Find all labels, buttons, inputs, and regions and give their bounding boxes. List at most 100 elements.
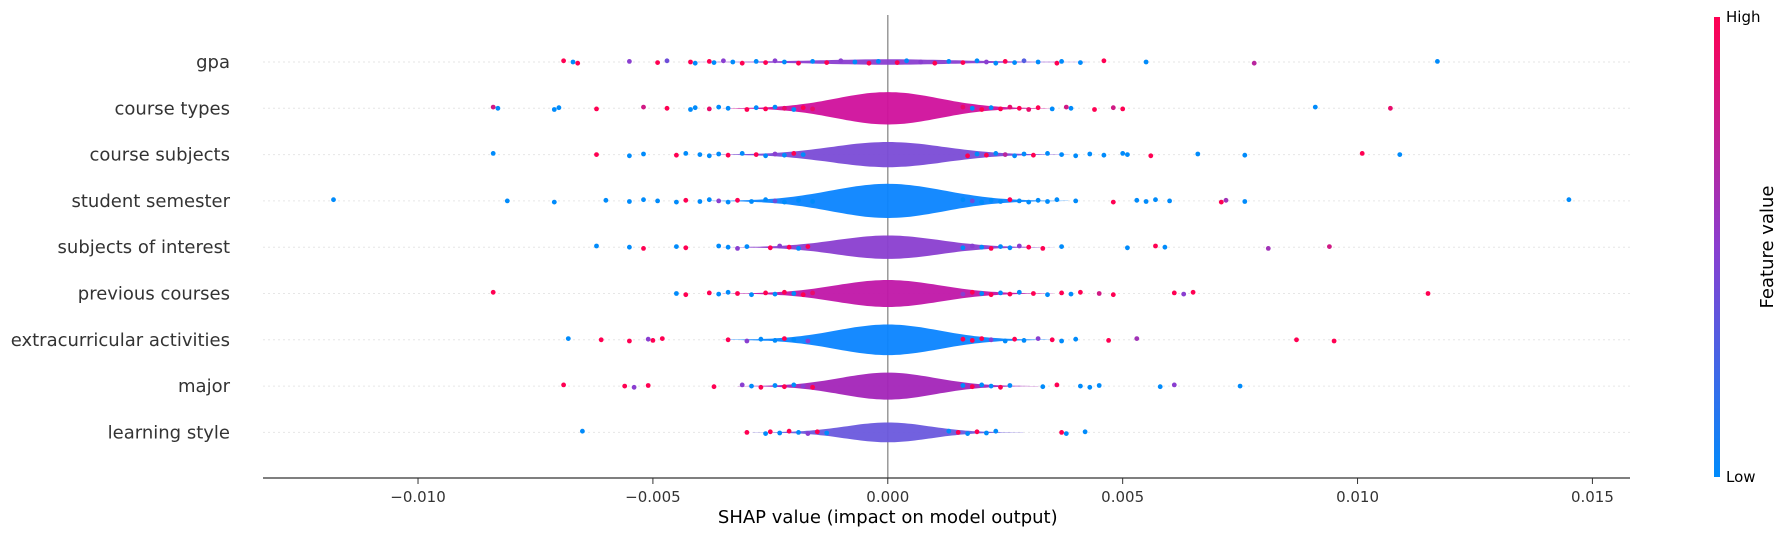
data-point <box>1223 197 1229 203</box>
data-point <box>1035 197 1041 203</box>
data-point <box>988 197 994 203</box>
data-point <box>1059 430 1064 435</box>
data-point <box>946 428 952 434</box>
data-point <box>716 243 722 249</box>
data-point <box>551 107 557 112</box>
data-point <box>641 104 646 110</box>
data-point <box>1125 152 1130 158</box>
data-point <box>1153 197 1158 203</box>
data-point <box>767 245 773 251</box>
data-point <box>739 151 745 156</box>
data-point <box>1007 245 1013 251</box>
data-point <box>1054 382 1060 388</box>
data-point <box>758 336 764 342</box>
data-point <box>659 336 665 341</box>
data-point <box>331 197 336 203</box>
data-point <box>1078 60 1083 65</box>
violin-subjects-of-interest <box>722 235 1054 259</box>
data-point <box>1049 106 1055 112</box>
colorbar-low-label: Low <box>1726 468 1756 486</box>
data-point <box>1012 336 1017 342</box>
data-point <box>1007 104 1013 110</box>
colorbar-gradient <box>1714 17 1720 477</box>
data-point <box>1026 244 1032 250</box>
data-point <box>772 58 778 64</box>
data-point <box>551 199 557 205</box>
data-point <box>993 151 999 156</box>
data-point <box>782 336 787 341</box>
data-point <box>979 336 985 341</box>
data-point <box>1035 336 1041 341</box>
data-point <box>1218 199 1224 205</box>
data-point <box>979 382 985 388</box>
data-point <box>1162 244 1168 250</box>
feature-label: major <box>178 376 231 397</box>
data-point <box>1078 289 1083 295</box>
data-point <box>1359 151 1365 156</box>
data-point <box>1002 152 1008 158</box>
feature-label: learning style <box>108 422 230 443</box>
data-point <box>688 59 693 65</box>
x-tick-label: 0.010 <box>1336 488 1379 506</box>
data-point <box>1110 199 1116 205</box>
data-point <box>1171 382 1177 388</box>
data-point <box>641 151 646 157</box>
data-point <box>1063 431 1069 436</box>
data-point <box>791 382 797 388</box>
data-point <box>1007 197 1013 203</box>
feature-label: gpa <box>196 52 230 73</box>
data-point <box>744 244 750 250</box>
data-point <box>641 246 646 251</box>
data-point <box>969 198 975 204</box>
x-tick-label: −0.005 <box>625 488 681 506</box>
data-point <box>655 60 660 65</box>
data-point <box>969 338 975 343</box>
data-point <box>1054 60 1060 66</box>
data-point <box>627 199 632 204</box>
data-point <box>824 430 830 436</box>
data-point <box>594 152 599 158</box>
data-point <box>1167 198 1172 204</box>
data-point <box>627 338 632 344</box>
data-point <box>674 244 679 250</box>
data-point <box>1134 197 1140 203</box>
data-point <box>1040 384 1046 390</box>
data-point <box>1110 105 1116 111</box>
data-point <box>782 199 787 205</box>
data-point <box>744 430 750 435</box>
data-point <box>1035 59 1041 65</box>
data-point <box>697 199 703 204</box>
data-point <box>744 338 750 344</box>
data-point <box>988 383 994 389</box>
data-point <box>490 151 496 156</box>
data-point <box>1045 199 1050 204</box>
data-point <box>645 383 651 388</box>
data-point <box>805 244 811 250</box>
feature-label: course subjects <box>89 145 230 166</box>
data-point <box>998 384 1003 390</box>
data-point <box>998 199 1003 204</box>
data-point <box>655 198 660 204</box>
data-point <box>565 336 571 341</box>
data-point <box>1059 152 1064 158</box>
data-point <box>688 107 693 112</box>
data-point <box>1397 152 1403 158</box>
data-point <box>1035 105 1041 111</box>
data-point <box>650 338 656 343</box>
data-point <box>1078 383 1083 389</box>
data-point <box>1007 383 1013 388</box>
data-point <box>1134 336 1140 341</box>
data-point <box>969 243 975 249</box>
data-point <box>866 60 872 66</box>
data-point <box>782 289 787 295</box>
data-point <box>876 59 881 64</box>
data-point <box>805 338 811 344</box>
colorbar-title: Feature value <box>1757 186 1778 309</box>
data-point <box>969 384 975 390</box>
data-point <box>824 60 830 65</box>
feature-label: student semester <box>71 191 230 212</box>
data-point <box>561 382 566 388</box>
data-point <box>1242 152 1248 158</box>
data-point <box>1082 429 1088 435</box>
